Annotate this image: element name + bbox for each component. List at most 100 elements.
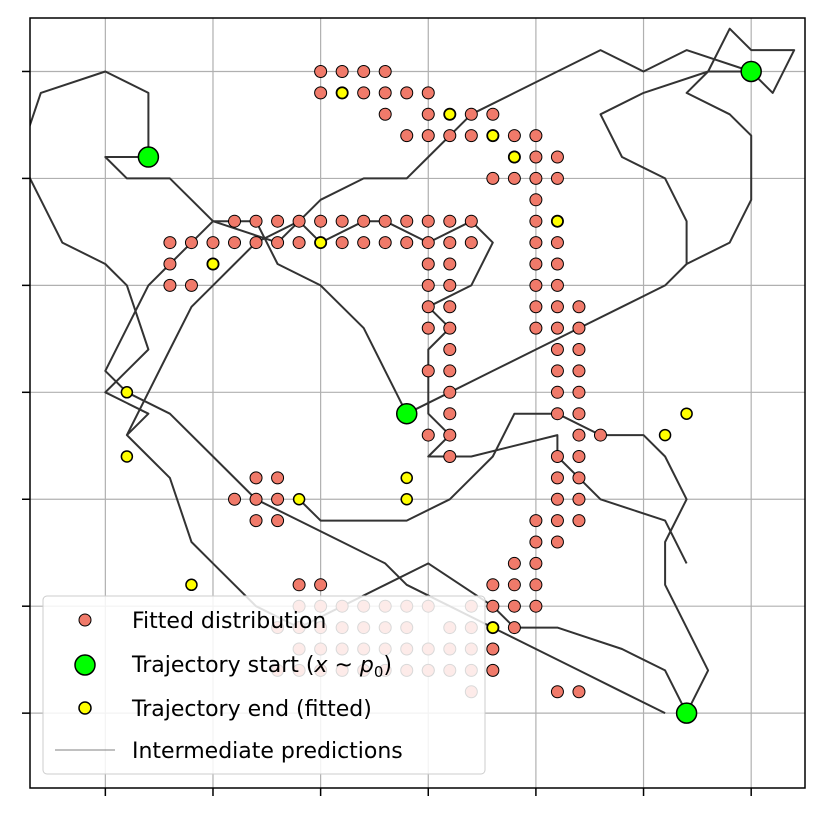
fitted-point: [529, 257, 543, 271]
fitted-point: [529, 535, 543, 549]
fitted-point: [335, 64, 349, 78]
end-point: [314, 236, 327, 249]
fitted-point: [163, 236, 177, 250]
fitted-point: [529, 321, 543, 335]
fitted-point: [378, 107, 392, 121]
fitted-point: [464, 107, 478, 121]
legend-label-end: Trajectory end (fitted): [131, 697, 372, 722]
legend-start-p: p: [359, 653, 374, 678]
fitted-point: [550, 171, 564, 185]
fitted-point: [550, 257, 564, 271]
end-points: [120, 86, 693, 634]
legend-label-intermediate: Intermediate predictions: [132, 739, 403, 764]
legend-start-sub: 0: [374, 663, 384, 681]
fitted-point: [464, 214, 478, 228]
fitted-point: [443, 428, 457, 442]
legend-label-fitted: Fitted distribution: [132, 609, 326, 634]
fitted-point: [421, 257, 435, 271]
legend-marker-fitted: [78, 613, 92, 627]
fitted-point: [400, 214, 414, 228]
fitted-point: [292, 578, 306, 592]
fitted-point: [357, 214, 371, 228]
fitted-point: [271, 514, 285, 528]
fitted-point: [292, 214, 306, 228]
fitted-point: [292, 236, 306, 250]
fitted-point: [335, 236, 349, 250]
fitted-point: [507, 621, 521, 635]
fitted-point: [400, 236, 414, 250]
fitted-point: [593, 428, 607, 442]
end-point: [680, 407, 693, 420]
legend-label-start: Trajectory start (x ~ p0): [131, 653, 392, 681]
fitted-point: [443, 364, 457, 378]
fitted-point: [421, 428, 435, 442]
legend-marker-start: [74, 654, 96, 676]
fitted-point: [421, 107, 435, 121]
end-point: [206, 257, 220, 271]
fitted-point: [550, 685, 564, 699]
start-point: [395, 402, 418, 425]
fitted-point: [464, 129, 478, 143]
fitted-point: [184, 278, 198, 292]
fitted-point: [550, 385, 564, 399]
end-point: [400, 471, 413, 485]
legend-start-tilde: ~: [327, 653, 359, 678]
fitted-point: [249, 492, 263, 506]
fitted-point: [507, 171, 521, 185]
fitted-point: [550, 407, 564, 421]
fitted-point: [572, 321, 586, 335]
fitted-point: [572, 364, 586, 378]
fitted-point: [550, 278, 564, 292]
fitted-point: [550, 514, 564, 528]
fitted-point: [443, 214, 457, 228]
fitted-point: [421, 278, 435, 292]
fitted-point: [486, 578, 500, 592]
fitted-point: [421, 321, 435, 335]
fitted-point: [486, 663, 500, 677]
axes-frame: [29, 17, 806, 789]
end-point: [185, 578, 198, 592]
fitted-point: [228, 214, 242, 228]
fitted-point: [443, 278, 457, 292]
fitted-point: [421, 129, 435, 143]
fitted-point: [271, 236, 285, 250]
fitted-point: [206, 236, 220, 250]
end-point: [120, 386, 134, 399]
fitted-point: [271, 492, 285, 506]
fitted-point: [184, 236, 198, 250]
fitted-point: [550, 150, 564, 164]
fitted-point: [228, 492, 242, 506]
fitted-point: [507, 578, 521, 592]
start-point: [137, 146, 160, 168]
fitted-point: [507, 599, 521, 613]
fitted-point: [529, 150, 543, 164]
fitted-point: [378, 236, 392, 250]
fitted-point: [314, 578, 328, 592]
fitted-point: [572, 300, 586, 314]
fitted-point: [572, 385, 586, 399]
start-point: [675, 702, 698, 724]
end-point: [443, 108, 457, 121]
fitted-point: [529, 599, 543, 613]
fitted-point: [529, 171, 543, 185]
fitted-point: [550, 236, 564, 250]
fitted-point: [572, 492, 586, 506]
fitted-point: [249, 471, 263, 485]
trajectory-line: [104, 220, 666, 714]
end-point: [400, 493, 413, 506]
fitted-point: [507, 129, 521, 143]
fitted-point: [335, 214, 349, 228]
fitted-point: [443, 385, 457, 399]
trajectory-line: [104, 156, 688, 564]
fitted-point: [443, 129, 457, 143]
fitted-point: [357, 236, 371, 250]
fitted-point: [486, 599, 500, 613]
fitted-point: [550, 300, 564, 314]
fitted-point: [421, 86, 435, 100]
trajectory-lines: [30, 27, 796, 714]
legend-start-x: x: [313, 653, 328, 678]
trajectory-line: [126, 49, 752, 436]
fitted-point: [443, 343, 457, 357]
end-point: [120, 450, 134, 463]
